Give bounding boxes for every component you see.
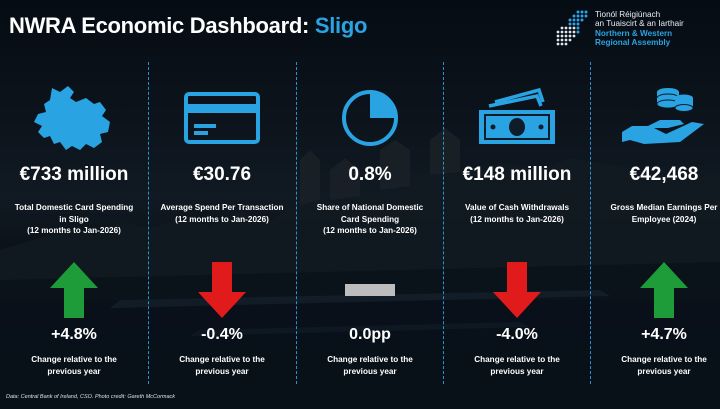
metric-value: €148 million — [462, 164, 572, 185]
metric-change: +4.7% — [641, 326, 687, 343]
logo-irish-line2: an Tuaiscirt & an Iarthair — [595, 19, 684, 29]
metric-change: -0.4% — [201, 326, 243, 343]
metric-change-label: Change relative to the previous year — [179, 355, 265, 376]
metric-change: 0.0pp — [349, 326, 391, 343]
page-title: NWRA Economic Dashboard: Sligo — [9, 13, 367, 39]
metric-label: Average Spend Per Transaction (12 months… — [160, 203, 284, 224]
logo-irish-line1: Tionól Réigiúnach — [595, 10, 661, 19]
metric-label: Share of National Domestic Card Spending… — [316, 203, 424, 236]
metric-change-label: Change relative to the previous year — [31, 355, 117, 376]
pie-chart-icon — [342, 90, 398, 146]
cash-icon — [479, 87, 555, 144]
metric-value: €42,468 — [629, 164, 699, 185]
metric-card-cash-withdrawals: €148 million Value of Cash Withdrawals (… — [444, 62, 590, 392]
metric-value: €30.76 — [192, 164, 252, 185]
logo-text: Tionól Réigiúnach an Tuaiscirt & an Iart… — [595, 10, 684, 48]
title-place: Sligo — [314, 13, 368, 38]
column-divider — [590, 62, 591, 384]
metric-change-label: Change relative to the previous year — [621, 355, 707, 376]
metric-change-label: Change relative to the previous year — [327, 355, 413, 376]
credit-card-icon — [184, 92, 260, 144]
arrow-up-icon — [640, 262, 688, 318]
metric-change-label: Change relative to the previous year — [474, 355, 560, 376]
arrow-down-icon — [493, 262, 541, 318]
county-map-icon — [34, 86, 110, 150]
logo-english-line2: Regional Assembly — [595, 38, 671, 48]
metric-value: 0.8% — [348, 164, 392, 185]
metric-label: Total Domestic Card Spending in Sligo (1… — [14, 203, 134, 236]
metric-card-average-spend: €30.76 Average Spend Per Transaction (12… — [149, 62, 295, 392]
metric-card-national-share: 0.8% Share of National Domestic Card Spe… — [297, 62, 443, 392]
no-change-bar-icon — [345, 284, 395, 296]
metric-card-total-spending: €733 million Total Domestic Card Spendin… — [1, 62, 147, 392]
arrow-down-icon — [198, 262, 246, 318]
title-prefix: NWRA Economic Dashboard: — [9, 13, 315, 38]
metric-change: -4.0% — [496, 326, 538, 343]
metric-label: Gross Median Earnings Per Employee (2024… — [610, 203, 718, 224]
metric-value: €733 million — [19, 164, 129, 185]
nwra-logo: Tionól Réigiúnach an Tuaiscirt & an Iart… — [552, 6, 716, 52]
metric-label: Value of Cash Withdrawals (12 months to … — [464, 203, 570, 224]
source-note: Data: Central Bank of Ireland, CSO. Phot… — [6, 394, 176, 400]
arrow-up-icon — [50, 262, 98, 318]
region-map-dots-icon — [556, 10, 588, 46]
metric-change: +4.8% — [51, 326, 97, 343]
column-divider — [443, 62, 444, 384]
logo-english-line1: Northern & Western — [595, 28, 673, 38]
earnings-hand-coins-icon — [622, 88, 704, 144]
column-divider — [148, 62, 149, 384]
column-divider — [296, 62, 297, 384]
metric-card-median-earnings: €42,468 Gross Median Earnings Per Employ… — [591, 62, 720, 392]
